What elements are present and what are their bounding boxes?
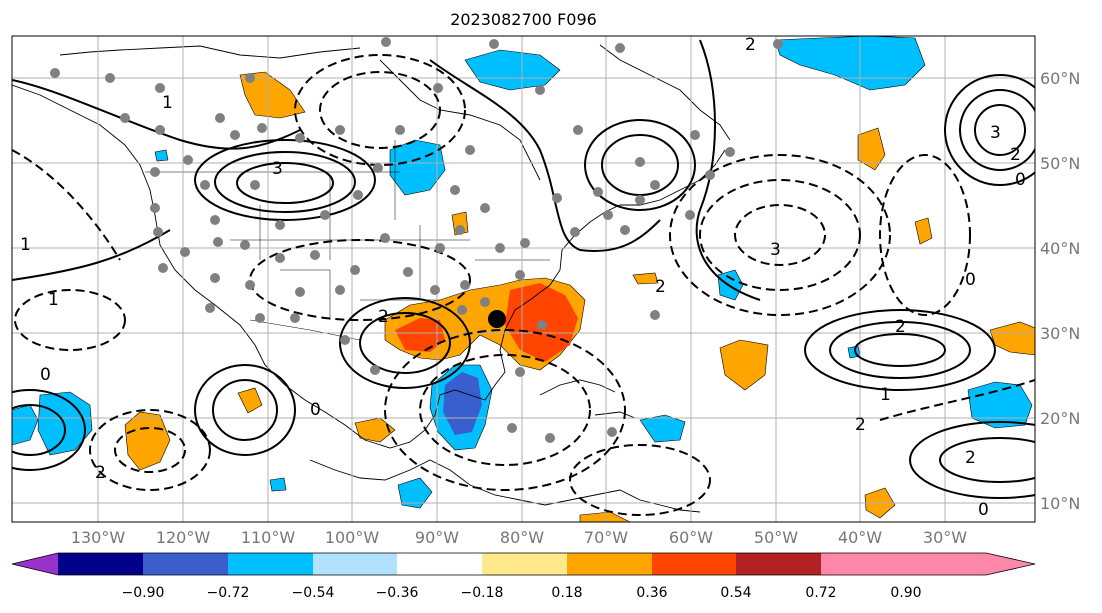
colorbar-seg [652,553,736,575]
warm-shade [124,411,171,471]
colorbar-tick-labels: −0.90 −0.72 −0.54 −0.36 −0.18 0.18 0.36 … [122,585,922,601]
colorbar-tick-label: −0.90 [122,585,165,601]
contour-label: 2 [745,35,756,55]
contour-label: 0 [310,400,321,420]
colorbar-seg [567,553,652,575]
longitude-labels: 130°W 120°W 110°W 100°W 90°W 80°W 70°W 6… [71,528,967,547]
lon-label: 70°W [584,528,628,547]
colorbar-tick-label: 0.72 [805,585,836,601]
lon-label: 130°W [71,528,126,547]
solid-contours [12,39,1035,499]
colorbar-tick-label: −0.72 [207,585,250,601]
contour-label: 0 [965,270,976,290]
colorbar-outline [11,552,1036,576]
hot-shade [395,318,445,352]
contour-label: 1 [162,93,173,113]
warm-shade [719,339,769,391]
contour-label: 1 [880,385,891,405]
cool-shade [967,381,1033,429]
lat-label: 60°N [1040,69,1080,88]
lat-label: 30°N [1040,324,1080,343]
warm-shade [632,272,659,285]
colorbar-seg [482,553,567,575]
cool-shade [717,269,744,301]
colorbar-seg [58,553,143,575]
cool-shade [397,477,433,509]
lat-label: 10°N [1040,494,1080,513]
contour-label: 2 [895,317,906,337]
reference-point-marker [488,310,506,328]
warm-shade [237,387,263,414]
contour-label: 2 [965,448,976,468]
colorbar-seg [228,553,313,575]
warm-shade [239,71,306,119]
contour-label: 0 [40,365,51,385]
cool-shade [639,414,686,443]
warm-shade [989,321,1035,356]
colorbar-tick-label: −0.36 [376,585,419,601]
lon-label: 90°W [415,528,459,547]
contour-label: 2 [855,415,866,435]
cool-shade [12,404,39,446]
warm-shade [579,511,631,522]
cool-shade [269,477,287,492]
contour-label: 2 [378,307,389,327]
colorbar-tick-label: −0.54 [292,585,335,601]
colorbar-seg-under [12,553,58,575]
latitude-labels: 60°N 50°N 40°N 30°N 20°N 10°N [1040,69,1080,513]
colorbar-tick-label: 0.54 [720,585,751,601]
contour-labels: 3 3 2 2 2 2 2 3 1 1 2 2 0 0 0 0 0 1 1 2 [20,35,1026,520]
colorbar-seg [143,553,228,575]
map-frame [11,35,1036,523]
lon-label: 60°W [669,528,713,547]
contour-label: 2 [1010,145,1021,165]
contour-label: 3 [990,123,1001,143]
graticule [12,36,1035,522]
contour-label: 0 [1015,170,1026,190]
contour-label: 3 [272,159,283,179]
lon-label: 100°W [325,528,380,547]
lon-label: 50°W [754,528,798,547]
colorbar-tick-label: 0.18 [551,585,582,601]
stations [50,37,783,443]
lat-label: 40°N [1040,239,1080,258]
colorbar [11,552,1036,576]
contour-label: 2 [655,277,666,297]
contour-label: 1 [20,235,31,255]
contour-label: 3 [770,240,781,260]
warm-shade [914,217,933,245]
lat-label: 50°N [1040,154,1080,173]
colorbar-tick-label: −0.18 [461,585,504,601]
cool-shade [464,49,561,91]
contour-label: 1 [48,290,59,310]
dashed-contours [12,54,1035,516]
cool-shade [774,36,926,91]
lon-label: 110°W [241,528,296,547]
cool-shade [154,149,169,162]
warm-shade [857,127,886,171]
map-title: 2023082700 F096 [450,10,597,29]
contour-label: 2 [95,463,106,483]
contour-label: 0 [978,500,989,520]
coastlines [12,44,731,513]
colorbar-tick-label: 0.36 [636,585,667,601]
colorbar-seg [397,553,482,575]
colorbar-seg [736,553,821,575]
colorbar-seg [313,553,397,575]
colorbar-seg-over [821,553,1035,575]
lon-label: 80°W [500,528,544,547]
lat-label: 20°N [1040,409,1080,428]
lon-label: 120°W [156,528,211,547]
cold-shade [443,372,482,435]
lon-label: 40°W [838,528,882,547]
lon-label: 30°W [923,528,967,547]
shaded-anomalies [12,36,1035,522]
colorbar-tick-label: 0.90 [890,585,921,601]
